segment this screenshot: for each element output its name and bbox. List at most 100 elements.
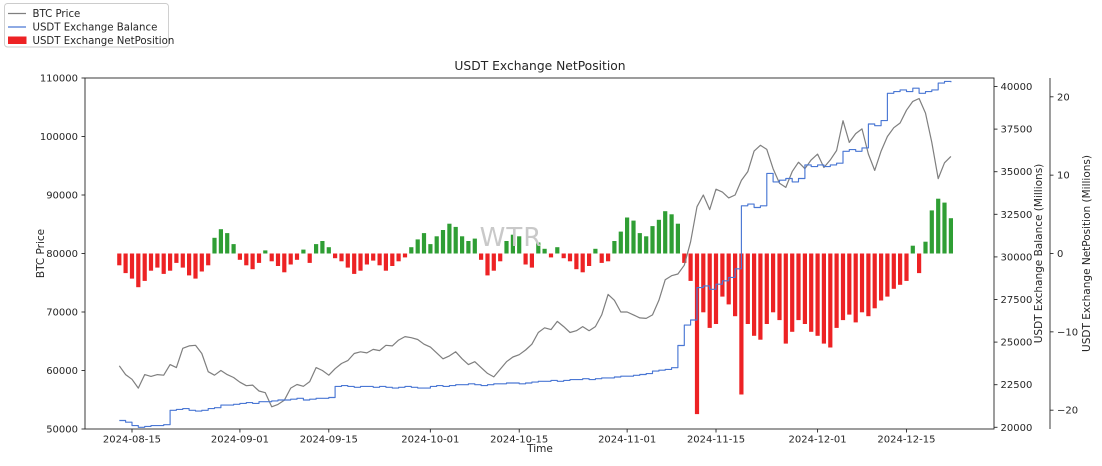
netposition-bar	[307, 253, 312, 263]
netposition-bar	[187, 253, 192, 276]
netposition-bar	[866, 253, 871, 317]
netposition-bar	[314, 244, 319, 254]
netposition-bar	[701, 253, 706, 313]
legend-label-usdt-netposition: USDT Exchange NetPosition	[33, 36, 175, 47]
netposition-bar	[517, 236, 522, 254]
netposition-bar	[802, 253, 807, 324]
netposition-bar	[117, 253, 122, 266]
netposition-bar	[510, 234, 515, 254]
netposition-bar	[415, 239, 420, 254]
netposition-bar	[948, 218, 953, 254]
netposition-bar	[498, 253, 503, 262]
netposition-bar	[745, 253, 750, 324]
netposition-bar	[574, 253, 579, 270]
tick-label: 20000	[1001, 423, 1033, 434]
netposition-bar	[675, 223, 680, 254]
netposition-bars	[117, 198, 953, 415]
tick-label: 70000	[46, 308, 78, 319]
netposition-bar	[269, 253, 274, 262]
x-axis-label: Time	[526, 443, 553, 455]
netposition-bar	[390, 253, 395, 266]
tick-label: 25000	[1001, 338, 1033, 349]
legend-item-btc-price: BTC Price	[8, 9, 80, 20]
netposition-bar	[155, 253, 160, 268]
netposition-bar	[809, 253, 814, 332]
netposition-bar	[752, 253, 757, 336]
chart-title: USDT Exchange NetPosition	[454, 59, 625, 73]
left-axis-label: BTC Price	[35, 229, 47, 278]
netposition-bar	[479, 253, 484, 260]
netposition-bar	[910, 245, 915, 254]
netposition-bar	[250, 253, 255, 270]
usdt-balance-line	[119, 80, 952, 428]
netposition-bar	[333, 253, 338, 259]
netposition-bar	[447, 223, 452, 254]
netposition-bar	[853, 253, 858, 323]
netposition-bar	[275, 253, 281, 266]
legend-item-usdt-balance: USDT Exchange Balance	[8, 23, 157, 34]
netposition-bar	[440, 230, 446, 254]
netposition-bar	[758, 253, 763, 340]
netposition-bar	[599, 253, 604, 263]
netposition-bar	[663, 211, 668, 254]
netposition-bar	[529, 253, 534, 268]
tick-label: 35000	[1001, 167, 1033, 178]
netposition-bar	[453, 226, 458, 254]
netposition-bar	[656, 219, 661, 254]
tick-label: 80000	[46, 249, 78, 260]
netposition-bar	[821, 253, 826, 344]
netposition-bar	[790, 253, 795, 332]
netposition-bar	[193, 253, 198, 279]
netposition-bar	[720, 253, 725, 297]
netposition-bar	[777, 253, 782, 321]
tick-label: 2024-10-15	[490, 435, 548, 446]
tick-label: −10	[1057, 327, 1078, 338]
left-axis-btc-price: 50000 60000 70000 80000 90000 100000 110000	[40, 74, 85, 436]
netposition-bar	[936, 198, 941, 254]
netposition-bar	[840, 253, 846, 321]
netposition-bar	[123, 253, 128, 274]
netposition-bar	[688, 253, 693, 281]
netposition-bar	[288, 253, 293, 265]
netposition-bar	[606, 253, 611, 262]
netposition-bar	[168, 253, 173, 271]
netposition-bar	[834, 253, 839, 328]
tick-label: 2024-12-15	[877, 435, 935, 446]
netposition-bar	[212, 237, 217, 254]
netposition-bar	[859, 253, 865, 313]
netposition-bar	[358, 253, 363, 271]
tick-label: 10	[1057, 171, 1070, 182]
legend: BTC Price USDT Exchange Balance USDT Exc…	[4, 3, 175, 48]
tick-label: 2024-12-01	[789, 435, 847, 446]
netposition-bar	[339, 253, 344, 262]
netposition-bar	[644, 236, 649, 254]
netposition-bar	[548, 253, 554, 258]
netposition-bar	[847, 253, 852, 315]
netposition-bar	[764, 253, 769, 324]
tick-label: 32500	[1001, 210, 1033, 221]
netposition-bar	[326, 247, 331, 254]
netposition-bar	[421, 233, 427, 254]
netposition-bar	[631, 220, 636, 254]
netposition-bar	[637, 233, 642, 254]
netposition-bar	[294, 253, 300, 260]
netposition-bar	[244, 253, 249, 266]
netposition-patch-swatch	[8, 36, 27, 44]
tick-label: 2024-11-15	[687, 435, 745, 446]
netposition-bar	[364, 253, 369, 265]
legend-label-btc-price: BTC Price	[33, 9, 81, 20]
netposition-bar	[199, 253, 204, 272]
netposition-bar	[301, 249, 306, 254]
netposition-bar	[917, 253, 922, 274]
netposition-bar	[371, 253, 376, 261]
netposition-bar	[618, 231, 623, 254]
netposition-bar	[923, 241, 928, 254]
netposition-bar	[898, 253, 903, 285]
netposition-bar	[523, 253, 528, 265]
netposition-bar	[739, 253, 744, 395]
netposition-bar	[174, 253, 179, 263]
netposition-bar	[225, 233, 230, 254]
netposition-bar	[872, 253, 877, 309]
tick-label: 2024-09-01	[211, 435, 269, 446]
netposition-bar	[320, 241, 325, 254]
